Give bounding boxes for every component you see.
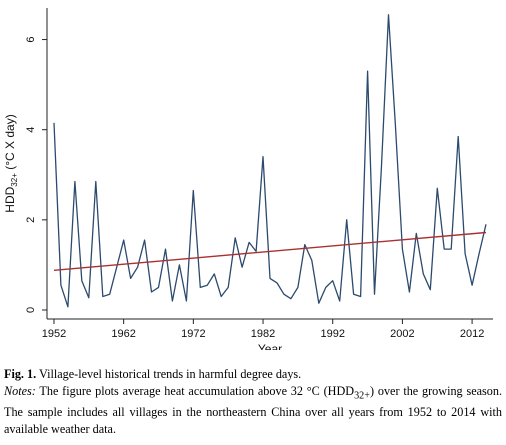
chart-marks <box>53 14 487 308</box>
x-axis-title: Year <box>258 342 282 350</box>
caption-notes: Notes: The figure plots average heat acc… <box>4 383 502 438</box>
x-tick-label: 1992 <box>320 328 344 340</box>
figure: 1952 1962 1972 1982 1992 2002 2012 0 2 4 6 Year HD… <box>3 8 493 350</box>
line-chart: 1952 1962 1972 1982 1992 2002 2012 0 2 4 6 Year HD… <box>3 8 493 350</box>
series-line-hdd <box>53 14 487 308</box>
caption-title-line: Fig. 1. Village-level historical trends … <box>4 366 502 383</box>
tick-labels: 1952 1962 1972 1982 1992 2002 2012 0 2 4 6 <box>25 36 484 340</box>
y-axis-title: HDD32+ (°C X day) <box>3 114 19 212</box>
y-tick-label: 4 <box>25 127 37 133</box>
notes-text-start: The figure plots average heat accumulati… <box>39 384 355 398</box>
x-tick-label: 1952 <box>42 328 66 340</box>
y-tick-label: 0 <box>25 307 37 313</box>
notes-text-end: ) over the growing season. The sample in… <box>4 384 503 437</box>
notes-label: Notes: <box>4 384 36 398</box>
figure-title: Village-level historical trends in harmf… <box>39 367 302 381</box>
x-tick-label: 1962 <box>111 328 135 340</box>
x-tick-label: 1982 <box>251 328 275 340</box>
series-line-trend <box>53 231 487 271</box>
figure-caption: Fig. 1. Village-level historical trends … <box>4 366 502 438</box>
y-axis-title-main: HDD <box>3 186 17 212</box>
y-tick-label: 2 <box>25 217 37 223</box>
x-tick-label: 2012 <box>460 328 484 340</box>
y-tick-label: 6 <box>25 36 37 42</box>
figure-label: Fig. 1. <box>4 367 37 381</box>
notes-subscript: 32+ <box>354 390 370 402</box>
x-tick-label: 1972 <box>181 328 205 340</box>
y-axis-title-subscript: 32+ <box>10 173 19 187</box>
axes <box>42 8 493 324</box>
y-axis-title-unit: (°C X day) <box>3 114 17 173</box>
x-tick-label: 2002 <box>390 328 414 340</box>
